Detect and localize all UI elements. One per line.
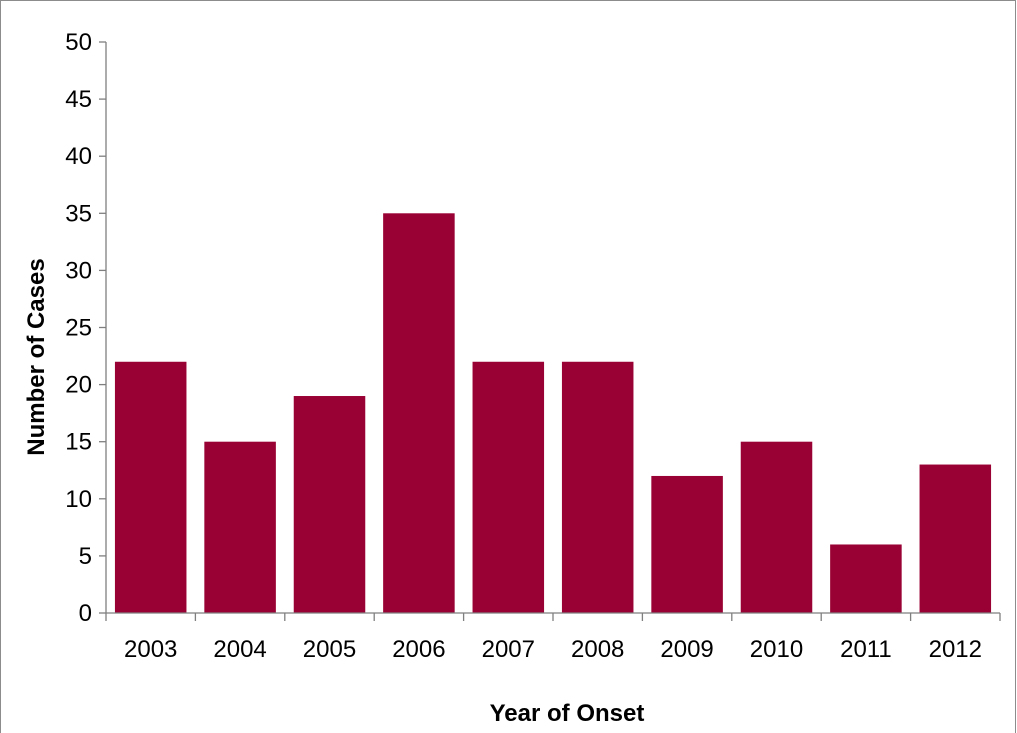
bar-2005 [293,396,366,613]
y-tick-label: 40 [65,143,92,170]
bar-2012 [919,464,992,613]
bar-2008 [561,361,634,613]
x-axis-title: Year of Onset [490,700,645,727]
x-axis-tick-labels: 2003 2004 2005 2006 2007 2008 2009 2010 2011 2012 [124,636,982,663]
x-tick-label: 2004 [213,636,266,663]
x-tick-label: 2008 [571,636,624,663]
y-tick-label: 15 [65,429,92,456]
x-tick-label: 2012 [929,636,982,663]
y-tick-label: 50 [65,29,92,56]
x-tick-label: 2003 [124,636,177,663]
bar-2006 [383,213,455,614]
y-tick-label: 30 [65,257,92,284]
bar-2003 [114,361,187,613]
y-tick-label: 0 [79,600,92,627]
x-tick-label: 2006 [392,636,445,663]
y-axis-ticks [99,41,106,614]
bar-2009 [651,475,723,613]
y-tick-label: 20 [65,372,92,399]
bar-2007 [472,361,545,613]
bar-2011 [830,544,902,613]
y-axis-title: Number of Cases [23,258,50,455]
bars [114,213,992,614]
y-tick-label: 10 [65,486,92,513]
bar-2004 [204,441,276,613]
y-tick-label: 45 [65,86,92,113]
y-tick-label: 35 [65,200,92,227]
y-tick-label: 25 [65,315,92,342]
x-tick-label: 2009 [660,636,713,663]
y-axis-tick-labels: 0 5 10 15 20 25 30 35 40 45 50 [65,29,92,627]
bar-2010 [740,441,813,613]
y-tick-label: 5 [79,543,92,570]
x-tick-label: 2007 [482,636,535,663]
x-tick-label: 2005 [303,636,356,663]
x-tick-label: 2010 [750,636,803,663]
x-tick-label: 2011 [840,636,892,663]
x-axis-ticks [105,613,1001,621]
